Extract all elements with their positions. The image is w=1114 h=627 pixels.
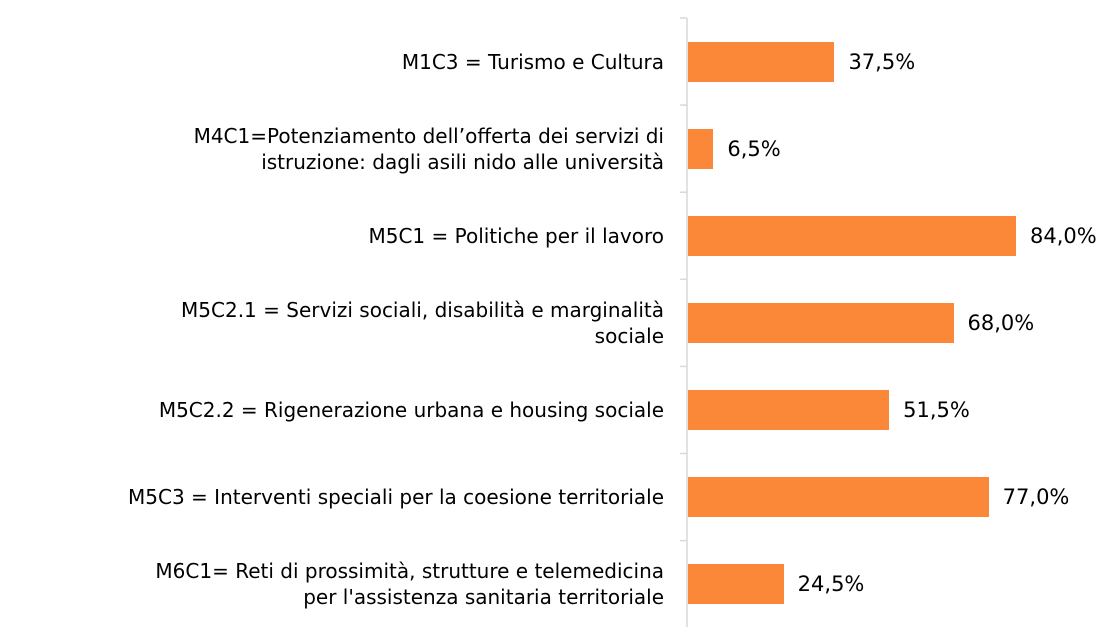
bar	[688, 215, 1017, 256]
category-label: M5C2.1 = Servizi sociali, disabilità e m…	[181, 297, 664, 348]
bar	[688, 128, 714, 169]
bar	[688, 41, 835, 82]
category-label: M1C3 = Turismo e Cultura	[401, 49, 664, 74]
value-label: 68,0%	[967, 310, 1035, 335]
value-label: 37,5%	[848, 49, 916, 74]
category-label: M4C1=Potenziamento dell’offerta dei serv…	[193, 123, 664, 174]
value-label: 51,5%	[903, 397, 970, 422]
category-label: M5C2.2 = Rigenerazione urbana e housing …	[158, 397, 664, 422]
category-label: M6C1= Reti di prossimità, strutture e te…	[155, 559, 664, 610]
bar	[688, 477, 989, 518]
value-label: 24,5%	[797, 572, 865, 597]
bar	[688, 302, 954, 343]
bar	[688, 389, 890, 430]
category-label: M5C3 = Interventi speciali per la coesio…	[128, 485, 664, 510]
bar	[688, 564, 784, 605]
value-label: 84,0%	[1030, 223, 1097, 248]
value-label: 6,5%	[727, 136, 781, 161]
category-label: M5C1 = Politiche per il lavoro	[368, 223, 664, 248]
value-label: 77,0%	[1002, 485, 1070, 510]
